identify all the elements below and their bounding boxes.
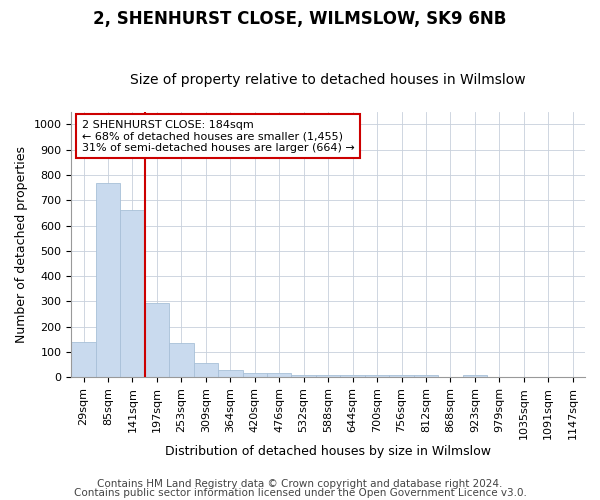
Text: 2, SHENHURST CLOSE, WILMSLOW, SK9 6NB: 2, SHENHURST CLOSE, WILMSLOW, SK9 6NB xyxy=(94,10,506,28)
Bar xyxy=(340,375,365,377)
Bar xyxy=(96,182,120,377)
Bar xyxy=(169,343,194,377)
Title: Size of property relative to detached houses in Wilmslow: Size of property relative to detached ho… xyxy=(130,73,526,87)
Bar xyxy=(463,375,487,377)
Bar xyxy=(71,342,96,377)
Bar xyxy=(242,372,267,377)
Bar xyxy=(389,375,414,377)
Bar xyxy=(365,375,389,377)
Text: Contains public sector information licensed under the Open Government Licence v3: Contains public sector information licen… xyxy=(74,488,526,498)
Bar xyxy=(267,372,292,377)
Text: Contains HM Land Registry data © Crown copyright and database right 2024.: Contains HM Land Registry data © Crown c… xyxy=(97,479,503,489)
Bar xyxy=(194,364,218,377)
Bar xyxy=(316,375,340,377)
Bar xyxy=(120,210,145,377)
X-axis label: Distribution of detached houses by size in Wilmslow: Distribution of detached houses by size … xyxy=(165,444,491,458)
Text: 2 SHENHURST CLOSE: 184sqm
← 68% of detached houses are smaller (1,455)
31% of se: 2 SHENHURST CLOSE: 184sqm ← 68% of detac… xyxy=(82,120,355,153)
Y-axis label: Number of detached properties: Number of detached properties xyxy=(15,146,28,343)
Bar xyxy=(218,370,242,377)
Bar xyxy=(292,374,316,377)
Bar xyxy=(414,375,438,377)
Bar xyxy=(145,302,169,377)
